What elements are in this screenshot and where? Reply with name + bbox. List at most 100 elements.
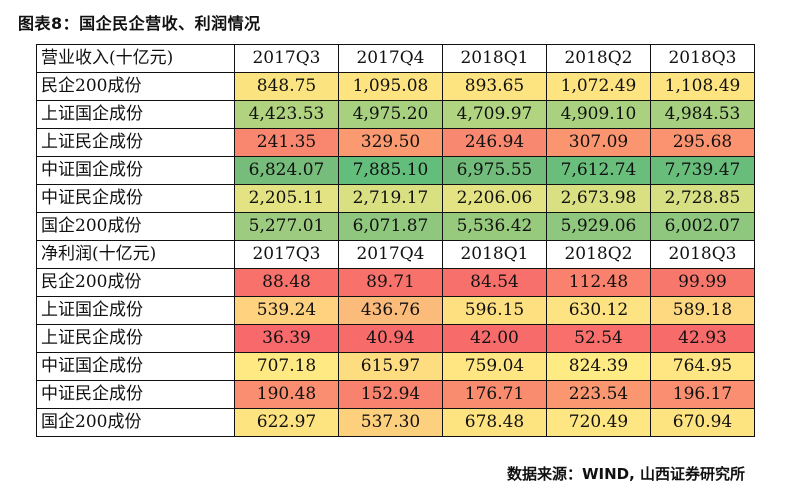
value-cell: 190.48 xyxy=(234,380,339,409)
table-row: 中证国企成份 707.18 615.97 759.04 824.39 764.95 xyxy=(36,352,755,381)
value-cell: 893.65 xyxy=(442,72,547,101)
value-cell: 89.71 xyxy=(338,268,443,297)
value-cell: 615.97 xyxy=(338,352,443,381)
value-cell: 2,719.17 xyxy=(338,184,443,213)
value-cell: 6,975.55 xyxy=(442,156,547,185)
row-label: 上证国企成份 xyxy=(36,296,235,325)
value-cell: 707.18 xyxy=(234,352,339,381)
value-cell: 223.54 xyxy=(546,380,651,409)
table-row: 民企200成份 848.75 1,095.08 893.65 1,072.49 1,108… xyxy=(36,72,755,101)
value-cell: 7,739.47 xyxy=(650,156,755,185)
row-label: 国企200成份 xyxy=(36,212,235,241)
value-cell: 2,206.06 xyxy=(442,184,547,213)
value-cell: 42.93 xyxy=(650,324,755,353)
value-cell: 1,108.49 xyxy=(650,72,755,101)
value-cell: 1,072.49 xyxy=(546,72,651,101)
value-cell: 537.30 xyxy=(338,408,443,437)
value-cell: 2,205.11 xyxy=(234,184,339,213)
table-row: 民企200成份 88.48 89.71 84.54 112.48 99.99 xyxy=(36,268,755,297)
row-label: 中证国企成份 xyxy=(36,156,235,185)
value-cell: 678.48 xyxy=(442,408,547,437)
figure-title: 图表8：国企民企营收、利润情况 xyxy=(18,14,261,33)
value-cell: 436.76 xyxy=(338,296,443,325)
row-label: 上证民企成份 xyxy=(36,128,235,157)
value-cell: 630.12 xyxy=(546,296,651,325)
row-label: 上证民企成份 xyxy=(36,324,235,353)
value-cell: 5,929.06 xyxy=(546,212,651,241)
table-row: 中证国企成份 6,824.07 7,885.10 6,975.55 7,612.74 7,… xyxy=(36,156,755,185)
period-header: 2018Q1 xyxy=(442,240,547,269)
period-header: 2018Q2 xyxy=(546,240,651,269)
value-cell: 152.94 xyxy=(338,380,443,409)
value-cell: 4,975.20 xyxy=(338,100,443,129)
table-row: 国企200成份 5,277.01 6,071.87 5,536.42 5,929.06 6… xyxy=(36,212,755,241)
value-cell: 88.48 xyxy=(234,268,339,297)
header-row-profit: 净利润(十亿元) 2017Q3 2017Q4 2018Q1 2018Q2 2018Q3 xyxy=(36,240,755,269)
value-cell: 36.39 xyxy=(234,324,339,353)
period-header: 2017Q4 xyxy=(338,44,443,73)
value-cell: 176.71 xyxy=(442,380,547,409)
table-row: 上证民企成份 241.35 329.50 246.94 307.09 295.68 xyxy=(36,128,755,157)
period-header: 2018Q3 xyxy=(650,240,755,269)
section-header-revenue: 营业收入(十亿元) xyxy=(36,44,235,73)
row-label: 上证国企成份 xyxy=(36,100,235,129)
value-cell: 6,071.87 xyxy=(338,212,443,241)
section-header-profit: 净利润(十亿元) xyxy=(36,240,235,269)
value-cell: 4,709.97 xyxy=(442,100,547,129)
value-cell: 99.99 xyxy=(650,268,755,297)
value-cell: 2,728.85 xyxy=(650,184,755,213)
header-row-revenue: 营业收入(十亿元) 2017Q3 2017Q4 2018Q1 2018Q2 2018Q3 xyxy=(36,44,755,73)
value-cell: 4,423.53 xyxy=(234,100,339,129)
value-cell: 6,002.07 xyxy=(650,212,755,241)
value-cell: 7,885.10 xyxy=(338,156,443,185)
value-cell: 5,277.01 xyxy=(234,212,339,241)
period-header: 2017Q3 xyxy=(234,44,339,73)
value-cell: 759.04 xyxy=(442,352,547,381)
table-row: 上证国企成份 4,423.53 4,975.20 4,709.97 4,909.10 4,… xyxy=(36,100,755,129)
row-label: 国企200成份 xyxy=(36,408,235,437)
row-label: 民企200成份 xyxy=(36,72,235,101)
value-cell: 6,824.07 xyxy=(234,156,339,185)
value-cell: 42.00 xyxy=(442,324,547,353)
value-cell: 1,095.08 xyxy=(338,72,443,101)
value-cell: 52.54 xyxy=(546,324,651,353)
row-label: 中证民企成份 xyxy=(36,380,235,409)
value-cell: 848.75 xyxy=(234,72,339,101)
period-header: 2018Q2 xyxy=(546,44,651,73)
value-cell: 4,984.53 xyxy=(650,100,755,129)
value-cell: 720.49 xyxy=(546,408,651,437)
value-cell: 764.95 xyxy=(650,352,755,381)
period-header: 2017Q4 xyxy=(338,240,443,269)
value-cell: 5,536.42 xyxy=(442,212,547,241)
table-row: 中证民企成份 190.48 152.94 176.71 223.54 196.17 xyxy=(36,380,755,409)
value-cell: 246.94 xyxy=(442,128,547,157)
value-cell: 539.24 xyxy=(234,296,339,325)
value-cell: 589.18 xyxy=(650,296,755,325)
data-table: 营业收入(十亿元) 2017Q3 2017Q4 2018Q1 2018Q2 2018Q3 民… xyxy=(36,44,755,437)
table-row: 上证国企成份 539.24 436.76 596.15 630.12 589.18 xyxy=(36,296,755,325)
value-cell: 622.97 xyxy=(234,408,339,437)
row-label: 民企200成份 xyxy=(36,268,235,297)
value-cell: 84.54 xyxy=(442,268,547,297)
period-header: 2018Q1 xyxy=(442,44,547,73)
value-cell: 196.17 xyxy=(650,380,755,409)
value-cell: 40.94 xyxy=(338,324,443,353)
row-label: 中证国企成份 xyxy=(36,352,235,381)
table-row: 中证民企成份 2,205.11 2,719.17 2,206.06 2,673.98 2,… xyxy=(36,184,755,213)
value-cell: 670.94 xyxy=(650,408,755,437)
value-cell: 7,612.74 xyxy=(546,156,651,185)
source-note: 数据来源：WIND, 山西证券研究所 xyxy=(506,465,745,483)
value-cell: 112.48 xyxy=(546,268,651,297)
value-cell: 824.39 xyxy=(546,352,651,381)
value-cell: 241.35 xyxy=(234,128,339,157)
row-label: 中证民企成份 xyxy=(36,184,235,213)
value-cell: 4,909.10 xyxy=(546,100,651,129)
value-cell: 596.15 xyxy=(442,296,547,325)
value-cell: 2,673.98 xyxy=(546,184,651,213)
value-cell: 329.50 xyxy=(338,128,443,157)
value-cell: 307.09 xyxy=(546,128,651,157)
value-cell: 295.68 xyxy=(650,128,755,157)
period-header: 2017Q3 xyxy=(234,240,339,269)
table-row: 上证民企成份 36.39 40.94 42.00 52.54 42.93 xyxy=(36,324,755,353)
table-row: 国企200成份 622.97 537.30 678.48 720.49 670.94 xyxy=(36,408,755,437)
